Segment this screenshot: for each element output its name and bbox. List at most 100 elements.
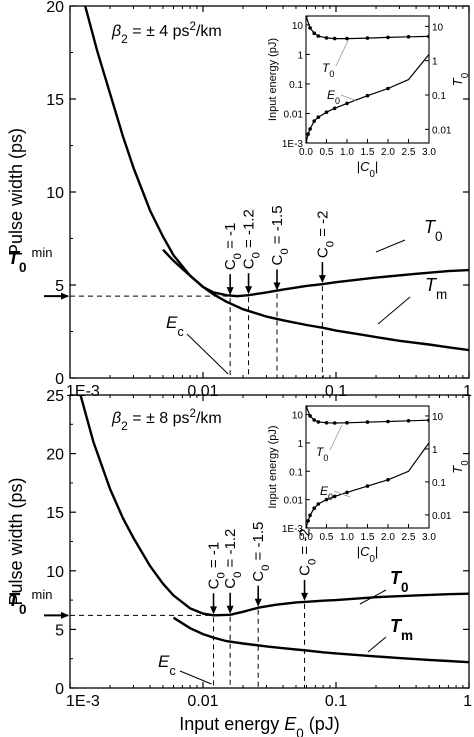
marker-arrowhead — [226, 287, 234, 296]
inset-x-tick-label: 2.5 — [402, 532, 416, 543]
y-tick-label: 25 — [46, 388, 64, 405]
inset-data-point — [306, 141, 308, 143]
marker-arrowhead — [318, 275, 326, 284]
inset-x-axis-label: |C0| — [357, 544, 379, 565]
inset-frame — [305, 405, 430, 529]
inset-data-point — [386, 419, 390, 424]
marker-arrowhead — [226, 605, 234, 614]
series-curve-t0 — [79, 395, 469, 617]
x-tick-label: 1 — [463, 383, 472, 400]
inset-data-point — [332, 494, 337, 499]
x-axis-label: Input energy E0 (pJ) — [179, 714, 340, 737]
inset-data-point — [332, 36, 337, 41]
inset-right-tick-label: 0.01 — [432, 125, 452, 136]
inset-data-point — [306, 519, 310, 523]
y-tick-label: 10 — [46, 185, 64, 202]
inset-chart: 10 1 0.1 0.01 1E-3 10 1 0.1 0.01 0.0 0.5 1.0 1.5 2.0 2… — [267, 405, 471, 565]
inset-data-point — [406, 419, 411, 423]
inset-data-point — [386, 86, 390, 91]
inset-data-point — [345, 101, 349, 106]
t0min-arrowhead — [61, 292, 69, 300]
inset-right-tick-label: 0.1 — [432, 478, 446, 489]
inset-x-tick-label: 0.5 — [320, 532, 334, 543]
inset-data-point — [365, 420, 370, 424]
inset-data-point — [306, 406, 308, 408]
marker-arrowhead — [273, 282, 281, 291]
ec-label: Ec — [166, 313, 184, 339]
inset-data-point — [312, 418, 317, 422]
curve-label-t0-leader — [375, 239, 406, 253]
marker-arrowhead — [245, 286, 253, 295]
x-tick-label: 0.01 — [187, 693, 218, 710]
inset-data-point — [312, 506, 317, 511]
inset-data-point — [316, 502, 321, 506]
x-tick-label: 1E-3 — [66, 383, 100, 400]
inset-x-tick-label: 3.0 — [422, 532, 436, 543]
inset-left-tick-label: 10 — [292, 21, 304, 32]
inset-left-tick-label: 0.1 — [289, 80, 303, 91]
inset-data-point — [332, 421, 337, 425]
marker-label: C0 = -1.2 — [222, 529, 244, 589]
ec-label: Ec — [158, 652, 176, 678]
inset-data-point — [345, 490, 349, 495]
y-tick-label: 15 — [46, 92, 64, 109]
inset-label-e0-leader — [333, 490, 351, 498]
inset-data-point — [324, 110, 329, 114]
marker-label: C0 = -1 — [206, 542, 228, 590]
inset-left-tick-label: 0.01 — [284, 109, 304, 120]
marker-arrowhead — [301, 592, 309, 601]
y-axis-label: Pulse width (ps) — [6, 477, 26, 605]
inset-data-point — [306, 526, 308, 528]
x-tick-label: 0.1 — [325, 693, 347, 710]
inset-label-t0-leader — [335, 40, 349, 67]
marker-label: C0 = -1.5 — [269, 205, 291, 265]
inset-data-point — [316, 420, 321, 424]
inset-frame — [305, 15, 430, 144]
inset-data-point — [365, 484, 370, 488]
inset-data-point — [312, 119, 317, 123]
x-tick-label: 1 — [463, 693, 472, 710]
inset-data-point — [365, 36, 370, 40]
t0min-label: T0 min — [8, 587, 52, 617]
inset-label-e0-leader — [340, 94, 358, 102]
inset-data-point — [324, 497, 329, 502]
marker-label: C0 = -1 — [222, 223, 244, 271]
inset-right-tick-label: 10 — [432, 22, 444, 33]
inset-data-point — [427, 418, 429, 422]
inset-data-point — [308, 127, 312, 131]
inset-x-tick-label: 0.0 — [299, 147, 313, 158]
inset-label-e0: E0 — [320, 484, 333, 502]
inset-x-tick-label: 0.5 — [320, 147, 334, 158]
inset-data-point — [365, 93, 370, 98]
inset-data-point — [308, 26, 312, 30]
curve-label-t0: T0 — [424, 217, 443, 244]
marker-arrowhead — [254, 598, 262, 607]
inset-x-tick-label: 1.0 — [340, 532, 354, 543]
curve-label-tm: Tm — [390, 616, 413, 643]
series-curve-t0 — [84, 6, 469, 298]
x-tick-label: 0.1 — [325, 383, 347, 400]
y-axis-label: Pulse width (ps) — [6, 128, 26, 256]
t0min-arrowhead — [61, 611, 69, 619]
t0min-label: T0 min — [8, 245, 52, 275]
marker-label: C0 = -1.2 — [241, 209, 263, 269]
inset-x-tick-label: 2.0 — [381, 532, 395, 543]
beta-annotation: β2 = ± 8 ps2/km — [111, 408, 222, 433]
ec-leader — [186, 333, 229, 375]
y-tick-label: 20 — [46, 447, 64, 464]
beta-annotation: β2 = ± 4 ps2/km — [111, 21, 222, 46]
inset-data-point — [386, 478, 390, 482]
inset-data-point — [332, 106, 337, 111]
inset-data-point — [306, 16, 308, 18]
inset-y-axis-label-right: T0 — [450, 460, 471, 474]
inset-x-tick-label: 1.5 — [361, 532, 375, 543]
curve-label-t0: T0 — [390, 568, 409, 595]
curve-label-tm: Tm — [425, 275, 447, 302]
inset-right-tick-label: 1 — [432, 445, 438, 456]
marker-label: C0 = -2 — [314, 211, 336, 259]
inset-data-point — [312, 31, 317, 35]
inset-data-point — [324, 36, 329, 40]
